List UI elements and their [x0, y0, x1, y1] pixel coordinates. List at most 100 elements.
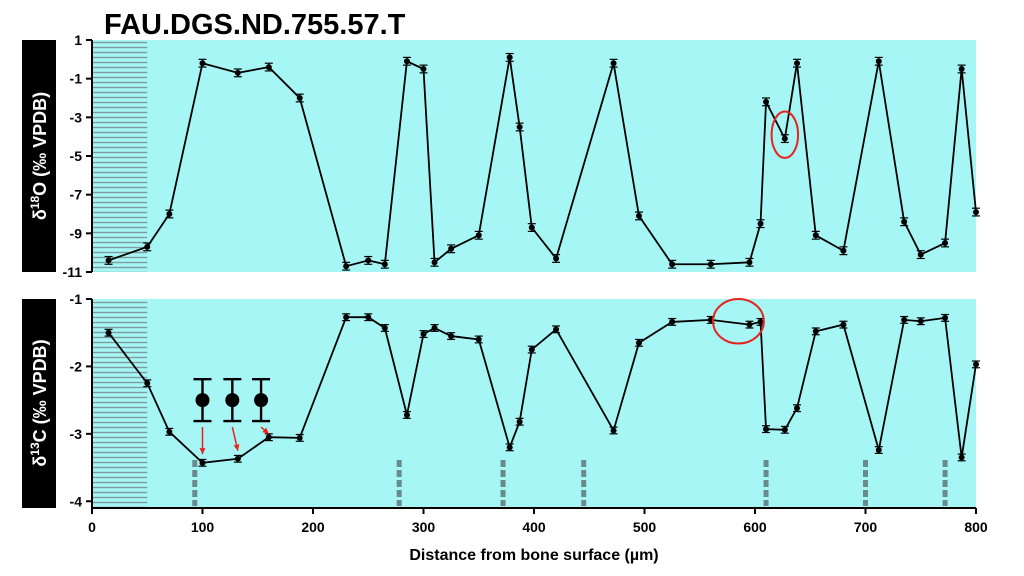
- carbon-data-point: [105, 329, 112, 336]
- carbon-callout-arrowhead: [199, 448, 206, 455]
- oxygen-data-point: [448, 245, 455, 252]
- carbon-data-point: [553, 326, 560, 333]
- oxygen-data-point: [199, 60, 206, 67]
- oxygen-data-point: [234, 69, 241, 76]
- carbon-data-point: [763, 426, 770, 433]
- carbon-data-point: [528, 346, 535, 353]
- oxygen-data-point: [420, 66, 427, 72]
- oxygen-data-point: [553, 255, 560, 262]
- x-tick-label: 0: [88, 519, 96, 535]
- carbon-data-point: [475, 336, 482, 343]
- x-tick-label: 100: [191, 519, 215, 535]
- x-tick-label: 500: [633, 519, 657, 535]
- carbon-data-point: [958, 454, 965, 461]
- carbon-data-point: [757, 318, 764, 325]
- oxygen-data-point: [105, 257, 112, 264]
- carbon-y-tick-label: -3: [70, 426, 83, 442]
- carbon-series-line: [107, 316, 977, 464]
- carbon-series: [104, 313, 980, 467]
- carbon-data-point: [431, 324, 438, 331]
- oxygen-data-point: [781, 135, 788, 142]
- carbon-callout-point: [195, 393, 210, 408]
- oxygen-data-point: [635, 212, 642, 219]
- carbon-y-tick-label: -2: [70, 358, 83, 374]
- oxygen-y-axis: 1 -1 -3 -5 -7 -9 -11: [63, 32, 93, 280]
- carbon-data-point: [403, 411, 410, 418]
- oxygen-data-point: [516, 124, 523, 130]
- carbon-ylabel-rest: C (‰ VPDB): [30, 339, 50, 442]
- oxygen-ylabel: δ18O (‰ VPDB): [22, 40, 56, 272]
- carbon-data-point: [812, 328, 819, 335]
- oxygen-data-point: [265, 64, 272, 71]
- oxygen-data-point: [144, 243, 151, 250]
- carbon-data-point: [917, 318, 924, 325]
- carbon-ylabel-sup: 13: [28, 442, 42, 456]
- oxygen-series-line: [108, 57, 977, 268]
- x-axis: 0 100 200 300 400 500 600 700 800: [88, 507, 988, 535]
- chart-title: FAU.DGS.ND.755.57.T: [104, 9, 406, 41]
- carbon-annotations: [193, 298, 765, 455]
- oxygen-series: [104, 52, 980, 271]
- x-tick-label: 400: [522, 519, 546, 535]
- carbon-data-point: [234, 455, 241, 462]
- carbon-highlight-circle: [712, 298, 765, 345]
- oxygen-ylabel-symbol: δ: [30, 209, 50, 220]
- carbon-callout-point: [254, 393, 269, 408]
- x-tick-label: 700: [854, 519, 878, 535]
- oxygen-y-tick-label: -7: [70, 187, 83, 203]
- carbon-ylabel: δ13C (‰ VPDB): [22, 299, 56, 508]
- x-tick-label: 200: [301, 519, 325, 535]
- oxygen-y-tick-label: -9: [70, 225, 83, 241]
- oxygen-data-point: [958, 66, 965, 72]
- carbon-data-point: [781, 426, 788, 433]
- carbon-panel: -1 -2 -3 -4 δ13C (‰ VPDB): [22, 291, 980, 509]
- oxygen-ylabel-rest: O (‰ VPDB): [30, 92, 50, 196]
- oxygen-data-point: [296, 95, 303, 101]
- oxygen-data-point: [793, 60, 800, 67]
- oxygen-data-point: [403, 58, 410, 65]
- oxygen-panel: 1 -1 -3 -5 -7 -9 -11 δ18O (‰ VPDB): [22, 32, 980, 280]
- oxygen-y-tick-label: -1: [70, 71, 83, 87]
- carbon-callout-arrowhead: [262, 427, 269, 434]
- oxygen-data-point: [942, 240, 949, 246]
- oxygen-data-point: [475, 232, 482, 239]
- carbon-ylabel-symbol: δ: [30, 456, 50, 467]
- carbon-data-point: [746, 321, 753, 328]
- carbon-data-point: [635, 339, 642, 346]
- carbon-data-point: [840, 321, 847, 328]
- oxygen-y-tick-label: -3: [70, 109, 83, 125]
- carbon-callout-point: [225, 393, 240, 408]
- oxygen-data-point: [875, 58, 882, 65]
- x-axis-label: Distance from bone surface (µm): [409, 547, 658, 564]
- oxygen-hatched-region: [92, 40, 148, 272]
- oxygen-data-point: [528, 224, 535, 231]
- oxygen-data-point: [901, 218, 908, 225]
- carbon-data-point: [973, 361, 979, 368]
- oxygen-data-point: [746, 259, 753, 266]
- carbon-data-point: [296, 434, 303, 441]
- carbon-ylabel-text: δ13C (‰ VPDB): [28, 339, 50, 466]
- carbon-data-point: [875, 447, 882, 454]
- carbon-ylabel-box: [22, 299, 56, 508]
- carbon-y-axis: -1 -2 -3 -4: [70, 291, 93, 509]
- carbon-data-point: [669, 318, 676, 325]
- oxygen-annotations: [770, 110, 800, 159]
- oxygen-data-point: [812, 232, 819, 239]
- carbon-data-point: [144, 380, 151, 387]
- oxygen-data-point: [431, 259, 438, 266]
- carbon-data-point: [516, 418, 523, 425]
- oxygen-data-point: [381, 261, 388, 268]
- carbon-data-point: [506, 444, 513, 451]
- carbon-y-tick-label: -1: [70, 291, 83, 307]
- carbon-data-point: [942, 314, 949, 321]
- oxygen-data-point: [757, 220, 764, 227]
- oxygen-ylabel-text: δ18O (‰ VPDB): [28, 92, 50, 220]
- carbon-hatched-region: [92, 299, 148, 508]
- oxygen-y-tick-label: -11: [63, 264, 83, 280]
- oxygen-ylabel-sup: 18: [28, 196, 42, 210]
- carbon-y-tick-label: -4: [70, 493, 83, 509]
- oxygen-data-point: [343, 263, 350, 270]
- carbon-data-point: [166, 428, 173, 435]
- carbon-data-point: [448, 333, 455, 340]
